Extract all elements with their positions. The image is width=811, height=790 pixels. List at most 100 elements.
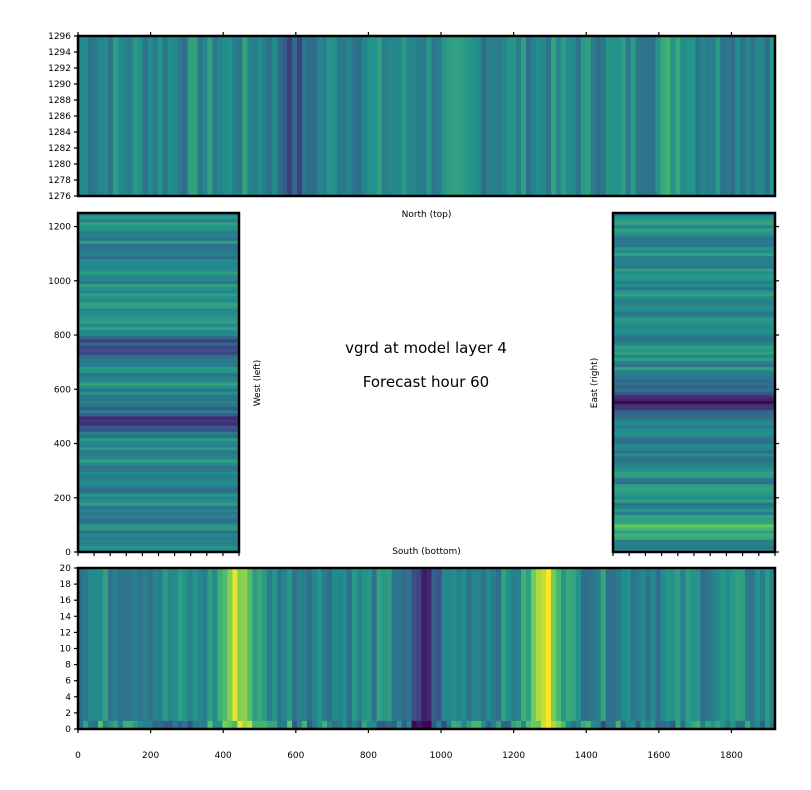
heatmap-cell — [78, 481, 239, 485]
heatmap-cell — [406, 568, 413, 729]
heatmap-cell — [78, 545, 239, 550]
heatmap-cell — [147, 720, 154, 729]
heatmap-cell — [157, 720, 164, 729]
heatmap-cell — [715, 36, 721, 196]
heatmap-cell — [376, 568, 383, 729]
heatmap-cell — [371, 36, 378, 196]
heatmap-cell — [326, 568, 333, 729]
heatmap-cell — [486, 720, 492, 729]
heatmap-cell — [710, 36, 716, 196]
heatmap-cell — [356, 720, 363, 729]
heatmap-cell — [366, 720, 373, 729]
heatmap-cell — [87, 36, 94, 196]
heatmap-cell — [82, 568, 89, 729]
heatmap-cell — [267, 36, 273, 196]
heatmap-cell — [613, 511, 775, 516]
heatmap-cell — [486, 568, 492, 729]
heatmap-cell — [675, 568, 682, 729]
heatmap-cell — [78, 213, 239, 217]
heatmap-cell — [451, 720, 457, 729]
heatmap-cell — [613, 213, 775, 217]
heatmap-cell — [613, 397, 775, 402]
panel-north: 1276 1278 1280 1282 1284 1286 1288 1290 1292 1294… — [48, 32, 777, 220]
heatmap-cell — [326, 720, 333, 729]
heatmap-cell — [670, 568, 677, 729]
heatmap-cell — [650, 568, 657, 729]
heatmap-cell — [613, 277, 775, 282]
heatmap-cell — [78, 447, 239, 451]
y-tick-label: 1294 — [48, 48, 71, 58]
heatmap-cell — [78, 379, 239, 384]
heatmap-cell — [137, 36, 144, 196]
heatmap-cell — [613, 333, 775, 337]
heatmap-cell — [590, 568, 597, 729]
heatmap-cell — [725, 720, 731, 729]
heatmap-cell — [257, 36, 263, 196]
heatmap-cell — [613, 471, 775, 476]
heatmap-cell — [112, 720, 119, 729]
heatmap-cell — [590, 720, 597, 729]
heatmap-cell — [745, 568, 751, 729]
heatmap-cell — [613, 447, 775, 451]
heatmap-cell — [78, 428, 239, 433]
heatmap-cell — [613, 330, 775, 334]
heatmap-cell — [431, 720, 438, 729]
heatmap-cell — [78, 462, 239, 467]
heatmap-cell — [431, 568, 438, 729]
heatmap-cell — [476, 720, 482, 729]
heatmap-cell — [321, 720, 328, 729]
heatmap-cell — [127, 36, 134, 196]
heatmap-cell — [78, 333, 239, 337]
heatmap-cell — [212, 36, 218, 196]
y-tick-label: 20 — [60, 564, 72, 574]
heatmap-cell — [361, 36, 368, 196]
east-x-ticks — [612, 552, 776, 556]
heatmap-cell — [506, 36, 512, 196]
heatmap-cell — [600, 720, 607, 729]
y-tick-label: 1278 — [48, 176, 71, 186]
heatmap-cell — [162, 36, 169, 196]
heatmap-cell — [416, 568, 423, 729]
x-tick-label: 1200 — [502, 751, 525, 761]
heatmap-cell — [78, 373, 239, 377]
heatmap-cell — [78, 219, 239, 223]
heatmap-cell — [750, 720, 756, 729]
heatmap-cell — [187, 568, 194, 729]
heatmap-cell — [132, 720, 139, 729]
heatmap-cell — [401, 36, 408, 196]
heatmap-cell — [613, 404, 775, 408]
heatmap-cell — [336, 36, 343, 196]
heatmap-cell — [277, 568, 283, 729]
heatmap-cell — [613, 478, 775, 482]
heatmap-cell — [720, 36, 726, 196]
heatmap-cell — [107, 720, 114, 729]
heatmap-cell — [496, 720, 502, 729]
heatmap-cell — [613, 305, 775, 310]
y-tick-label: 10 — [60, 645, 72, 655]
heatmap-cell — [536, 36, 542, 196]
heatmap-cell — [406, 36, 413, 196]
heatmap-cell — [630, 568, 637, 729]
heatmap-cell — [316, 36, 323, 196]
heatmap-cell — [613, 265, 775, 270]
heatmap-cell — [97, 36, 104, 196]
heatmap-cell — [292, 720, 298, 729]
heatmap-cell — [82, 36, 89, 196]
y-tick-label: 400 — [54, 440, 71, 450]
heatmap-cell — [272, 720, 278, 729]
heatmap-cell — [172, 568, 179, 729]
heatmap-cell — [416, 720, 423, 729]
heatmap-cell — [152, 568, 159, 729]
heatmap-cell — [316, 568, 323, 729]
heatmap-cell — [78, 268, 239, 273]
heatmap-cell — [192, 720, 199, 729]
heatmap-cell — [356, 36, 363, 196]
heatmap-cell — [613, 293, 775, 297]
heatmap-cell — [78, 320, 239, 325]
heatmap-cell — [570, 568, 577, 729]
heatmap-cell — [613, 484, 775, 488]
heatmap-cell — [411, 36, 418, 196]
heatmap-cell — [613, 225, 775, 230]
heatmap-cell — [613, 394, 775, 399]
y-tick-label: 600 — [54, 385, 71, 395]
